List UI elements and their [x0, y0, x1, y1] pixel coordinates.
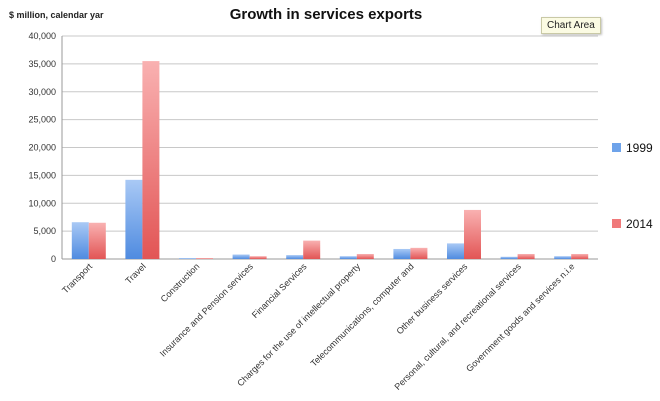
legend-swatch-1999 — [612, 143, 621, 152]
bar-2014 — [88, 222, 106, 259]
legend-label-1999: 1999 — [626, 141, 653, 155]
bar-2014 — [356, 253, 374, 259]
bar-2014 — [517, 253, 535, 259]
x-tick-label: Financial Services — [250, 261, 309, 320]
bar-2014 — [571, 253, 589, 259]
y-tick-label: 10,000 — [28, 198, 56, 208]
bar-1999 — [500, 256, 518, 259]
bar-2014 — [303, 240, 321, 259]
bar-2014 — [464, 209, 481, 259]
legend-swatch-2014 — [612, 219, 621, 228]
y-tick-label: 30,000 — [28, 87, 56, 97]
x-tick-label: Government goods and services n.i.e — [464, 261, 576, 373]
bar-1999 — [393, 248, 411, 259]
x-tick-label: Charges for the use of intellectual prop… — [235, 261, 362, 388]
y-axis-ticks: 0 5,000 10,000 15,000 20,000 25,000 30,000 35,0… — [28, 31, 56, 264]
y-tick-label: 15,000 — [28, 170, 56, 180]
y-tick-label: 40,000 — [28, 31, 56, 41]
legend-label-2014: 2014 — [626, 217, 653, 231]
x-tick-label: Transport — [60, 261, 94, 295]
chart-title: Growth in services exports — [230, 6, 423, 23]
bar-1999 — [447, 243, 464, 259]
y-tick-label: 25,000 — [28, 115, 56, 125]
bar-1999 — [125, 179, 143, 259]
y-tick-label: 0 — [51, 254, 56, 264]
bar-2014 — [249, 256, 267, 259]
bar-1999 — [232, 254, 250, 259]
y-tick-label: 5,000 — [33, 226, 56, 236]
bar-1999 — [554, 256, 572, 259]
bar-2014 — [142, 61, 160, 260]
x-tick-label: Telecommunications, computer and — [309, 261, 416, 368]
x-tick-label: Travel — [123, 261, 148, 286]
bars — [71, 61, 589, 260]
bar-1999 — [286, 255, 304, 259]
y-axis-label: $ million, calendar yar — [9, 10, 104, 20]
bar-1999 — [71, 222, 89, 259]
x-tick-label: Insurance and Pension services — [158, 261, 256, 359]
bar-2014 — [196, 258, 213, 259]
legend: 1999 2014 — [612, 141, 653, 231]
bar-2014 — [410, 247, 428, 259]
chart-area-tooltip: Chart Area — [541, 17, 601, 34]
bar-1999 — [179, 258, 196, 259]
y-tick-label: 20,000 — [28, 143, 56, 153]
bar-1999 — [339, 256, 357, 259]
x-tick-label: Construction — [159, 261, 202, 304]
y-tick-label: 35,000 — [28, 59, 56, 69]
